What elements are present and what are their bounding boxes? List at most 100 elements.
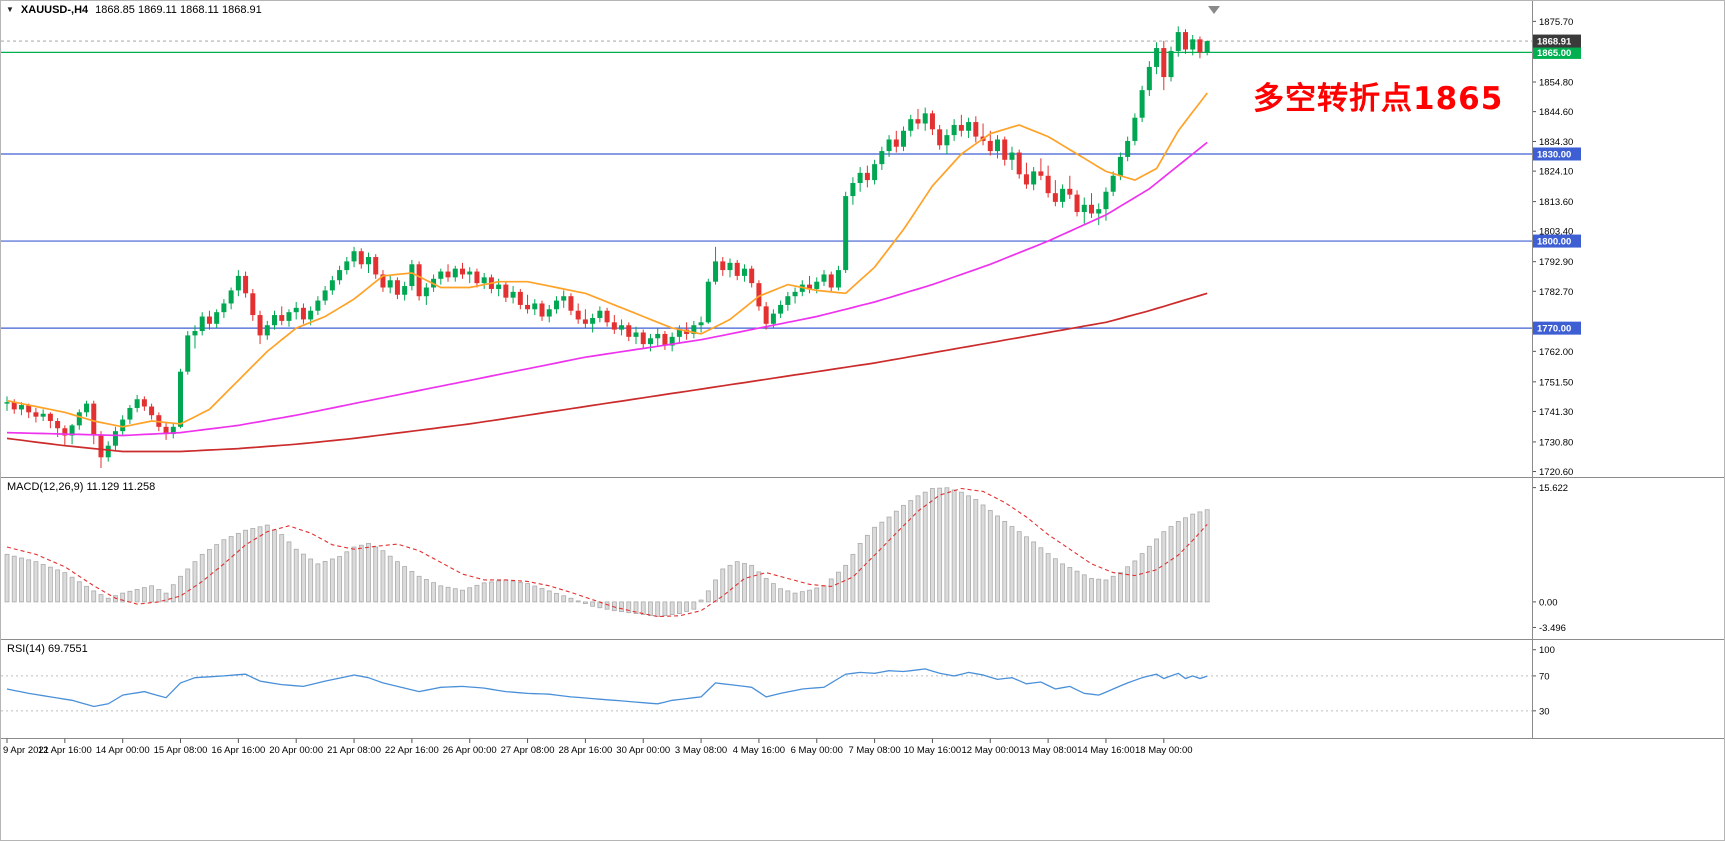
macd-histogram-bar bbox=[561, 595, 567, 603]
macd-histogram-bar bbox=[445, 586, 451, 603]
candle bbox=[908, 114, 914, 137]
macd-histogram-bar bbox=[575, 600, 581, 603]
candle bbox=[214, 309, 220, 329]
candle bbox=[1190, 34, 1196, 56]
candle bbox=[185, 331, 191, 375]
macd-histogram-bar bbox=[1067, 567, 1073, 603]
candle bbox=[1002, 136, 1008, 166]
candle bbox=[647, 333, 653, 352]
macd-histogram-bar bbox=[496, 580, 502, 603]
macd-histogram-bar bbox=[19, 557, 24, 603]
macd-histogram-bar bbox=[930, 488, 935, 603]
macd-histogram-bar bbox=[1024, 536, 1029, 603]
price-tick-label: 1854.80 bbox=[1539, 78, 1573, 89]
price-badge-1770.00 bbox=[1533, 321, 1581, 335]
candle bbox=[286, 309, 292, 327]
symbol-dropdown-icon[interactable]: ▼ bbox=[6, 4, 14, 14]
macd-histogram-bar bbox=[40, 564, 46, 603]
macd-histogram-bar bbox=[293, 548, 299, 603]
candle bbox=[380, 270, 386, 292]
macd-indicator-label: MACD(12,26,9) 11.129 11.258 bbox=[7, 481, 156, 493]
macd-histogram-bar bbox=[532, 585, 538, 603]
candle bbox=[257, 310, 263, 345]
macd-histogram-bar bbox=[264, 524, 270, 603]
candle bbox=[481, 272, 487, 289]
time-axis-label: 16 Apr 16:00 bbox=[211, 745, 265, 756]
macd-histogram-bar bbox=[590, 601, 596, 607]
candle bbox=[835, 265, 841, 291]
time-axis-label: 13 May 08:00 bbox=[1019, 745, 1077, 756]
macd-histogram-bar bbox=[98, 594, 104, 603]
price-badge-1865.00 bbox=[1533, 45, 1581, 59]
candle bbox=[1175, 26, 1181, 57]
candle bbox=[539, 300, 545, 321]
time-axis-label: 27 Apr 08:00 bbox=[501, 745, 555, 756]
price-tick-label: 1875.70 bbox=[1539, 17, 1573, 28]
macd-histogram-bar bbox=[1146, 545, 1152, 603]
macd-histogram-bar bbox=[901, 504, 906, 603]
candle bbox=[337, 265, 343, 285]
macd-histogram-bar bbox=[55, 569, 61, 603]
candle bbox=[958, 114, 964, 137]
candle bbox=[503, 281, 509, 303]
time-axis-label: 22 Apr 16:00 bbox=[385, 745, 439, 756]
macd-histogram-bar bbox=[134, 589, 140, 603]
candle bbox=[778, 300, 784, 318]
candle bbox=[1161, 40, 1167, 91]
macd-histogram-bar bbox=[684, 601, 690, 612]
rsi-line bbox=[6, 668, 1208, 708]
time-axis-area[interactable] bbox=[1, 739, 1725, 761]
macd-histogram-bar bbox=[662, 601, 668, 616]
annotation-text[interactable]: 多空转折点1865 bbox=[1253, 81, 1504, 117]
candle bbox=[915, 109, 921, 130]
macd-histogram-bar bbox=[836, 571, 841, 603]
macd-histogram-bar bbox=[720, 568, 726, 603]
candle bbox=[402, 281, 408, 301]
macd-histogram-bar bbox=[120, 592, 126, 603]
macd-histogram-bar bbox=[568, 597, 574, 603]
rsi-indicator-label: RSI(14) 69.7551 bbox=[7, 643, 88, 655]
macd-signal-line bbox=[6, 487, 1208, 618]
candle bbox=[669, 332, 675, 352]
macd-histogram-bar bbox=[713, 579, 718, 603]
candle bbox=[394, 277, 400, 300]
macd-histogram-bar bbox=[1183, 517, 1188, 603]
macd-histogram-bar bbox=[749, 564, 755, 603]
price-badge-label: 1868.91 bbox=[1537, 37, 1572, 48]
candle bbox=[409, 259, 415, 291]
candle bbox=[322, 286, 328, 305]
candle bbox=[1074, 190, 1080, 217]
macd-histogram-bar bbox=[944, 487, 950, 603]
candle bbox=[966, 117, 972, 139]
candle bbox=[857, 167, 863, 192]
macd-histogram-bar bbox=[626, 601, 632, 614]
macd-histogram-bar bbox=[243, 529, 248, 603]
candle bbox=[575, 303, 581, 324]
macd-histogram-bar bbox=[308, 558, 314, 603]
price-axis-area[interactable] bbox=[1532, 1, 1725, 738]
candle bbox=[250, 288, 256, 321]
macd-histogram-bar bbox=[778, 588, 784, 603]
macd-histogram-bar bbox=[1081, 574, 1087, 603]
candle bbox=[792, 287, 798, 304]
candle bbox=[206, 310, 212, 330]
macd-histogram-bar bbox=[221, 539, 227, 603]
macd-histogram-bar bbox=[170, 584, 176, 603]
candle bbox=[134, 394, 140, 413]
candle bbox=[1031, 167, 1037, 191]
candle bbox=[127, 405, 133, 424]
macd-histogram-bar bbox=[207, 549, 212, 603]
chart-shift-marker[interactable] bbox=[1208, 6, 1220, 14]
time-axis-label: 14 May 16:00 bbox=[1077, 745, 1135, 756]
macd-histogram-bar bbox=[26, 559, 32, 603]
candle bbox=[713, 246, 719, 285]
macd-histogram-bar bbox=[763, 578, 769, 603]
price-tick-label: 1762.00 bbox=[1539, 347, 1573, 358]
time-axis-label: 20 Apr 00:00 bbox=[269, 745, 323, 756]
macd-histogram-bar bbox=[799, 591, 805, 603]
candle bbox=[4, 396, 10, 411]
ma-fast-line bbox=[6, 92, 1208, 428]
ma-mid-line bbox=[6, 141, 1208, 437]
price-tick-label: 1792.90 bbox=[1539, 257, 1573, 268]
